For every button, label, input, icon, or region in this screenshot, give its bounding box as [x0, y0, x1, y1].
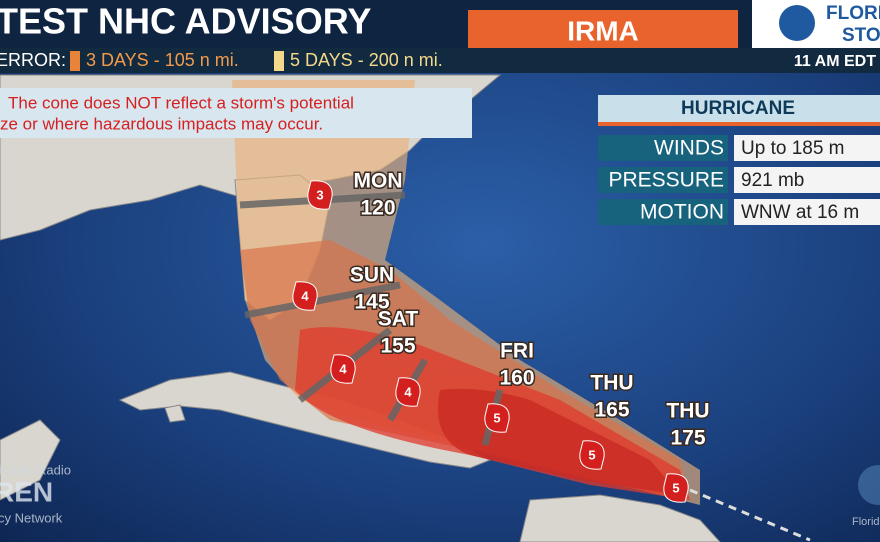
- wind-label: 145: [354, 291, 389, 314]
- logo-text: STO: [842, 25, 880, 46]
- day-label: THU: [666, 400, 709, 423]
- info-value-box: [734, 199, 880, 225]
- day-label: THU: [590, 372, 633, 395]
- info-label: WINDS: [654, 137, 724, 160]
- category: 3: [316, 187, 323, 202]
- hurricane-core: [310, 185, 330, 205]
- info-label: PRESSURE: [608, 169, 724, 192]
- forecast-points: 3 MON 120 4 SUN 145 4 SAT 155 4 5 FRI 160 5 THU 165 5 THU…: [292, 168, 711, 503]
- swatch: [70, 51, 80, 71]
- five-day: 5 DAYS - 200 n mi.: [290, 50, 443, 70]
- time: 11 AM EDT: [794, 53, 876, 70]
- error-bar: [0, 48, 880, 73]
- storm-box: [468, 10, 738, 52]
- info-title: HURRICANE: [681, 98, 795, 119]
- info-value: Up to 185 m: [741, 138, 845, 159]
- category: 4: [404, 384, 412, 399]
- watermark: REN: [0, 476, 53, 507]
- three-day: 3 DAYS - 105 n mi.: [86, 50, 239, 70]
- wind-label: 175: [670, 427, 705, 450]
- title: TEST NHC ADVISORY: [0, 1, 371, 42]
- swatch: [274, 51, 284, 71]
- info-value: WNW at 16 m: [741, 202, 859, 223]
- logo-icon: [779, 5, 815, 41]
- info-label-box: [598, 199, 728, 225]
- wind-label: 160: [499, 367, 534, 390]
- watermark: Public Radio: [0, 462, 71, 477]
- info-rule: [598, 122, 880, 126]
- category: 5: [588, 447, 595, 462]
- logo-text: FLORI: [826, 3, 880, 24]
- storm-name: IRMA: [567, 15, 639, 46]
- category: 4: [339, 361, 347, 376]
- hurricane-core: [333, 359, 353, 379]
- hurricane-core: [666, 478, 686, 498]
- hurricane-core: [487, 408, 507, 428]
- info-value: 921 mb: [741, 170, 804, 191]
- hurricane-core: [398, 382, 418, 402]
- day-label: SUN: [350, 264, 394, 287]
- day-label: MON: [354, 170, 403, 193]
- info-label-box: [598, 135, 728, 161]
- watermark: cy Network: [0, 510, 63, 525]
- info-value-box: [734, 135, 880, 161]
- category: 4: [301, 288, 309, 303]
- warning-text: The cone does NOT reflect a storm's pote…: [8, 93, 354, 112]
- info-label: MOTION: [640, 201, 724, 224]
- category: 5: [493, 410, 500, 425]
- hurricane-core: [295, 286, 315, 306]
- watermark: Florid: [852, 516, 880, 528]
- category: 5: [672, 480, 679, 495]
- day-label: FRI: [500, 340, 534, 363]
- info-value-box: [734, 167, 880, 193]
- logo-box: [752, 0, 880, 48]
- warning-box: [0, 88, 472, 138]
- error-label: ERROR:: [0, 50, 66, 70]
- watermark-icon: [858, 465, 880, 505]
- warning-text: ze or where hazardous impacts may occur.: [0, 114, 323, 133]
- wind-label: 120: [360, 197, 395, 220]
- info-rows: WINDS Up to 185 m PRESSURE 921 mb MOTION WNW …: [598, 135, 880, 225]
- wind-label: 165: [594, 399, 629, 422]
- info-label-box: [598, 167, 728, 193]
- info-header: [598, 95, 880, 122]
- day-label: SAT: [378, 308, 419, 331]
- wind-label: 155: [380, 335, 415, 358]
- hurricane-core: [582, 445, 602, 465]
